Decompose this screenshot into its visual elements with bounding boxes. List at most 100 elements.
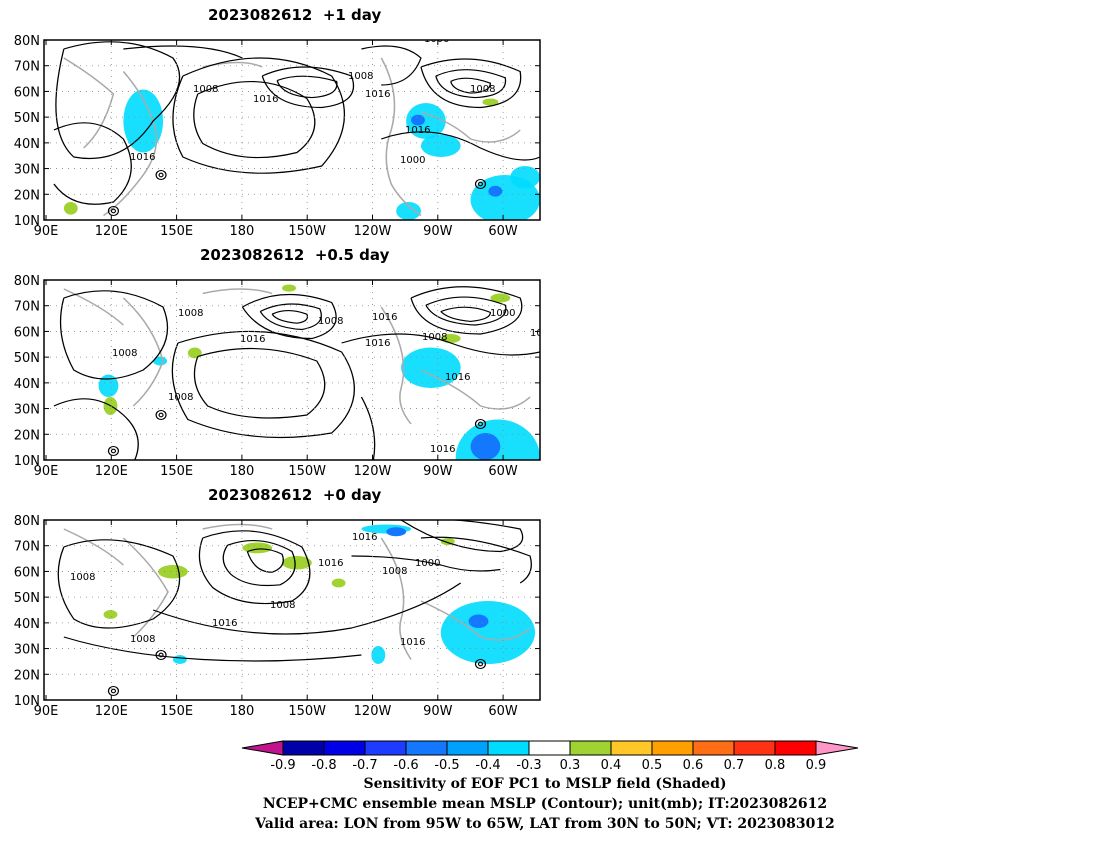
mslp-contour — [152, 582, 462, 635]
contour-label: 1000 — [400, 155, 425, 166]
latitude-label: 10N — [14, 454, 40, 469]
colorbar-swatch — [446, 740, 489, 756]
closed-low-contour — [155, 649, 167, 661]
mslp-contour — [360, 396, 376, 460]
latitude-label: 20N — [14, 668, 40, 683]
colorbar-label: -0.6 — [393, 758, 418, 773]
coastline — [420, 600, 531, 641]
mslp-contour — [420, 58, 522, 109]
colorbar-label: -0.8 — [311, 758, 336, 773]
contour-label: 1016 — [405, 125, 430, 136]
contour-label: 1016 — [240, 334, 265, 345]
panel-2-title: 2023082612 +0.5 day — [200, 246, 390, 264]
longitude-label: 150W — [288, 224, 326, 239]
closed-low-contour — [477, 421, 484, 427]
colorbar-label: 0.3 — [560, 758, 581, 773]
colorbar-label: 0.7 — [724, 758, 745, 773]
mslp-contour — [246, 548, 284, 573]
colorbar-swatch — [364, 740, 407, 756]
mslp-contour — [420, 536, 532, 584]
latitude-label: 50N — [14, 351, 40, 366]
colorbar-swatch — [323, 740, 366, 756]
colorbar-swatch — [528, 740, 571, 756]
negative-sensitivity-shade — [510, 166, 540, 189]
map-features — [53, 284, 540, 460]
colorbar-swatch — [569, 740, 612, 756]
longitude-label: 180 — [229, 704, 254, 719]
colorbar-swatch — [692, 740, 735, 756]
colorbar-label: -0.3 — [516, 758, 541, 773]
panel-1-title: 2023082612 +1 day — [208, 6, 382, 24]
mslp-contour — [198, 530, 311, 605]
closed-low-contour — [158, 652, 164, 658]
latitude-label: 60N — [14, 85, 40, 100]
longitude-label: 180 — [229, 464, 254, 479]
panel-2-map: 1008 1016 1008 1016 1016 1008 1000 1016 1016 1008… — [14, 274, 541, 479]
longitude-label: 60W — [488, 704, 518, 719]
panel-3-title: 2023082612 +0 day — [208, 486, 382, 504]
coastline — [63, 288, 124, 326]
negative-sensitivity-shade — [401, 347, 461, 388]
map-area: 1008 1016 1008 1016 1016 1008 1000 1016 1016 1008… — [44, 280, 540, 460]
longitude-label: 150E — [160, 464, 193, 479]
longitude-label: 60W — [488, 224, 518, 239]
positive-sensitivity-shade — [331, 578, 346, 588]
map-frame — [43, 279, 541, 461]
closed-low-contour — [474, 418, 487, 430]
colorbar-swatch — [282, 740, 325, 756]
negative-sensitivity-shade — [396, 202, 421, 220]
closed-low-contour — [110, 688, 117, 694]
contour-label: 1016 — [430, 444, 455, 455]
mslp-contour — [53, 122, 132, 205]
colorbar-label: 0.8 — [765, 758, 786, 773]
colorbar-swatch — [405, 740, 448, 756]
latitude-label: 80N — [14, 274, 40, 289]
caption-line-3: Valid area: LON from 95W to 65W, LAT fro… — [255, 816, 835, 832]
longitude-label: 120E — [95, 704, 128, 719]
longitude-label: 120E — [95, 224, 128, 239]
colorbar-swatch — [487, 740, 530, 756]
closed-low-contour — [158, 412, 164, 418]
coastline — [103, 71, 158, 217]
strong-negative-sensitivity-shade — [411, 114, 425, 126]
colorbar-over-arrow — [815, 740, 859, 756]
longitude-label: 90E — [34, 224, 59, 239]
map-features — [53, 41, 540, 220]
contour-label: 1008 — [193, 84, 218, 95]
latitude-label: 20N — [14, 188, 40, 203]
longitude-label: 90W — [423, 704, 453, 719]
contour-label: 1008 — [270, 600, 295, 611]
closed-low-contour — [107, 685, 119, 697]
longitude-label: 90E — [34, 704, 59, 719]
mslp-contour — [271, 310, 309, 324]
mslp-contour — [425, 296, 507, 326]
mslp-contour — [381, 131, 540, 161]
longitude-label: 180 — [229, 224, 254, 239]
longitude-label: 120W — [354, 224, 392, 239]
mslp-contour — [361, 45, 422, 86]
mslp-contour — [57, 539, 181, 629]
contour-label: 1000 — [490, 308, 515, 319]
latitude-label: 10N — [14, 694, 40, 709]
coastline — [380, 57, 422, 217]
coastline — [122, 297, 164, 407]
panel-3-map: 1016 1016 1008 1000 1008 1008 1016 1008 1016 80N 7… — [14, 514, 541, 719]
negative-sensitivity-shade — [406, 103, 446, 139]
coastline — [202, 523, 273, 530]
longitude-label: 90W — [423, 224, 453, 239]
mslp-contour — [400, 520, 524, 553]
mslp-contour — [259, 303, 322, 331]
mslp-contour — [440, 306, 492, 322]
coastline — [380, 537, 412, 660]
colorbar-swatch — [774, 740, 817, 756]
caption-line-2: NCEP+CMC ensemble mean MSLP (Contour); u… — [262, 796, 828, 812]
closed-low-contour — [107, 205, 119, 217]
mslp-contour — [55, 41, 181, 160]
positive-sensitivity-shade — [282, 284, 296, 292]
positive-sensitivity-shade — [63, 202, 78, 215]
closed-low-contour — [107, 445, 119, 457]
mslp-contour — [53, 398, 139, 460]
closed-low-contour — [477, 661, 484, 667]
contour-label: 1008 — [70, 572, 95, 583]
latitude-label: 30N — [14, 643, 40, 658]
